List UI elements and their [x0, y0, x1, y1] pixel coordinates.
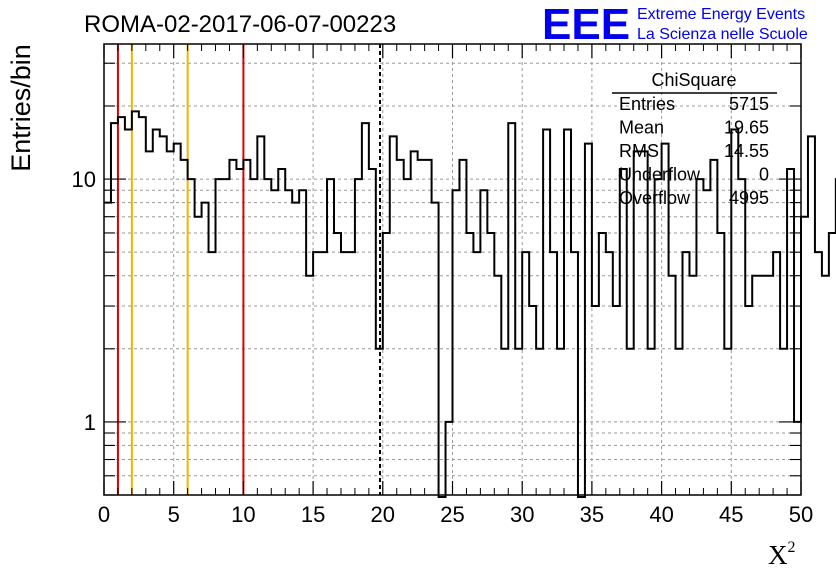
stats-row-value: 4995	[729, 188, 769, 208]
x-tick-label: 50	[789, 502, 813, 527]
plot-frame	[103, 43, 802, 496]
x-tick-label: 25	[440, 502, 464, 527]
stats-row-label: RMS	[619, 141, 659, 161]
x-tick-label: 10	[231, 502, 255, 527]
x-tick-label: 35	[580, 502, 604, 527]
marker-lines	[116, 44, 382, 495]
y-axis-label: Entries/bin	[6, 44, 36, 172]
stats-row-value: 5715	[729, 94, 769, 114]
stats-row-label: Underflow	[619, 165, 701, 185]
x-tick-label: 40	[649, 502, 673, 527]
x-tick-label: 15	[301, 502, 325, 527]
stats-row-value: 14.55	[724, 141, 769, 161]
x-tick-label: 0	[98, 502, 110, 527]
stats-box: ChiSquare Entries 5715 Mean 19.65 RMS 14.55 Un…	[612, 70, 777, 208]
stats-row-value: 19.65	[724, 118, 769, 138]
x-tick-label: 45	[719, 502, 743, 527]
x-axis-label: X2	[768, 539, 796, 570]
stats-row-label: Overflow	[619, 188, 691, 208]
logo-line2: La Scienza nelle Scuole	[637, 26, 808, 43]
x-tick-label: 20	[371, 502, 395, 527]
stats-row-label: Entries	[619, 94, 675, 114]
stats-row-label: Mean	[619, 118, 664, 138]
histogram-series	[104, 110, 836, 498]
x-tick-label: 5	[168, 502, 180, 527]
stats-title: ChiSquare	[651, 70, 736, 90]
eee-logo: EEE Extreme Energy Events La Scienza nel…	[542, 0, 808, 49]
logo-line1: Extreme Energy Events	[637, 6, 805, 23]
y-tick-label: 10	[72, 167, 96, 192]
axis-ticks: 0 5 10 15 20 25 30 35 40 45 50 1 10	[72, 44, 813, 527]
chart-title: ROMA-02-2017-06-07-00223	[84, 11, 396, 38]
logo-letters: EEE	[542, 0, 630, 49]
stats-row-value: 0	[759, 165, 769, 185]
x-tick-label: 30	[510, 502, 534, 527]
y-tick-label: 1	[84, 410, 96, 435]
